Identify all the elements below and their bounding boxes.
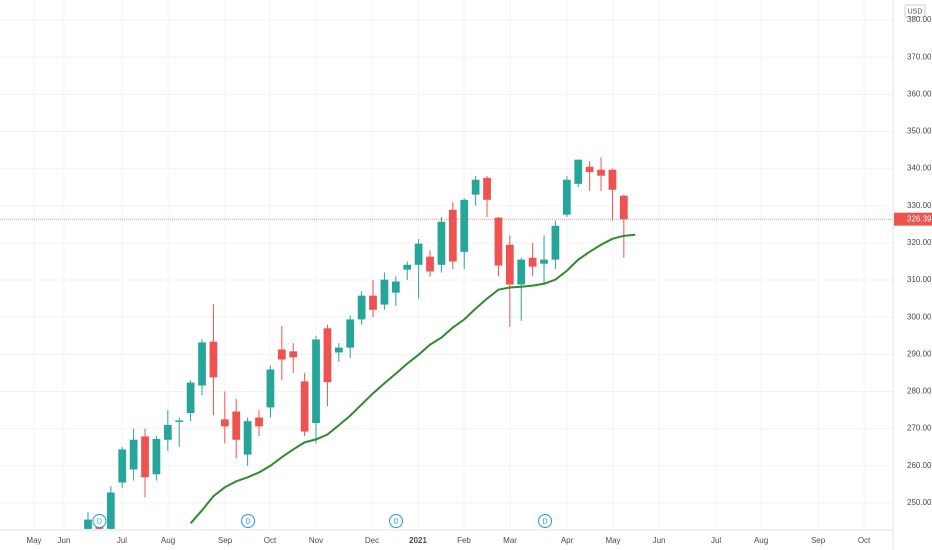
x-tick-label: Jun [653,536,666,545]
candle-body [517,259,526,285]
plot-area [0,157,893,530]
dividend-label: D [246,518,251,525]
y-tick-label: 370.00 [907,52,932,61]
candle-body [220,419,229,427]
dividend-marker[interactable] [389,514,404,528]
x-tick-label: Apr [561,536,574,545]
candle-body [460,199,469,252]
dividend-label: D [543,518,548,525]
candle-body [357,295,366,320]
candle-body [84,519,92,529]
candle-body [243,421,252,455]
dividend-marker[interactable] [241,514,256,528]
x-tick-label: Aug [161,536,175,545]
candle-body [152,439,161,475]
y-tick-label: 280.00 [907,387,932,396]
candle-body [255,417,263,427]
candle-body [141,436,149,478]
y-tick-label: 290.00 [907,349,932,358]
y-tick-label: 320.00 [907,238,932,247]
candle-body [437,221,446,265]
x-tick-label: Jul [711,536,721,545]
candle-body [562,179,571,215]
currency-label: USD [908,8,923,15]
candle-body [483,177,491,200]
x-tick-label: Jul [117,536,127,545]
candle-body [380,279,389,305]
candle-body [277,349,286,360]
last-price-badge [894,212,932,226]
candle-body [289,351,298,358]
x-tick-label: Oct [858,536,871,545]
dividend-marker[interactable] [538,514,553,528]
candle-body [540,259,548,264]
candle-body [346,319,355,348]
dividend-marker[interactable] [92,514,107,528]
candle-body [369,295,377,310]
candle-body [323,328,332,383]
x-tick-label: Sep [811,536,826,545]
candle-body [608,169,617,190]
x-tick-label: May [26,536,41,545]
candle-body [403,264,412,270]
candle-body [186,382,195,414]
dividend-label: D [394,518,399,525]
candle-body [300,381,309,432]
y-tick-label: 250.00 [907,498,932,507]
y-tick-label: 380.00 [907,15,932,24]
candle-body [334,347,343,353]
currency-badge [904,4,926,18]
candle-body [619,195,628,220]
x-tick-label: Sep [218,536,233,545]
candle-body [574,159,583,184]
x-tick-label: Aug [754,536,768,545]
candle-body [585,166,594,172]
candle-body [209,341,218,378]
candle-body [391,281,400,293]
candle-body [448,209,457,262]
candle-body [426,256,434,272]
y-tick-label: 310.00 [907,275,932,284]
y-tick-label: 340.00 [907,164,932,173]
candle-body [163,424,172,440]
candle-body [232,411,241,440]
x-tick-label: Oct [264,536,277,545]
y-tick-label: 360.00 [907,89,932,98]
candle-body [494,217,503,266]
x-tick-label: 2021 [409,536,427,545]
x-tick-label: Jun [58,536,71,545]
candle-body [414,243,423,265]
y-tick-label: 330.00 [907,201,932,210]
candle-body [597,169,605,176]
x-tick-label: May [605,536,620,545]
candle-body [118,449,127,483]
candle-body [505,244,514,285]
candle-body [175,420,184,422]
moving-average-line [189,233,636,524]
candle-body [312,339,320,424]
y-tick-label: 350.00 [907,127,932,136]
y-tick-label: 260.00 [907,461,932,470]
dividend-label: D [97,518,102,525]
x-tick-label: Nov [309,536,323,545]
x-tick-label: Feb [457,536,471,545]
y-tick-label: 300.00 [907,312,932,321]
candle-body [266,369,275,408]
candle-body [129,439,138,470]
axes: 250.00 260.00 270.00 280.00 290.00 300.00 310.… [26,15,932,545]
y-tick-label: 270.00 [907,424,932,433]
candle-body [471,179,480,195]
x-tick-label: Mar [503,536,517,545]
candle-body [551,225,560,260]
candle-body [528,257,537,267]
candle-body [198,342,206,386]
last-price-label: 326.39 [907,214,932,223]
candle-body [106,492,115,529]
x-tick-label: Dec [365,536,379,545]
